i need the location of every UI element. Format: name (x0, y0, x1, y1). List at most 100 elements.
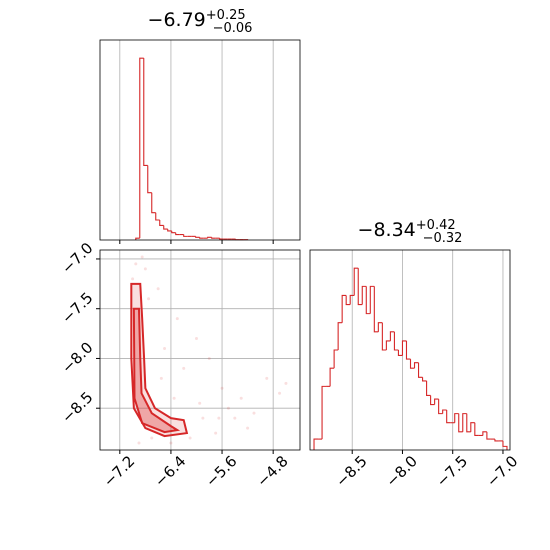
hist-bin (474, 422, 479, 437)
hist-bin (409, 359, 415, 369)
hist-bin (446, 410, 451, 424)
sample-point (265, 376, 269, 380)
hist-bin (183, 234, 188, 237)
sample-point (163, 347, 167, 351)
title-value: −6.79 (148, 9, 206, 31)
sample-point (278, 391, 282, 395)
hist-bin (235, 239, 240, 241)
hist-bin (151, 192, 156, 214)
hist-bin (397, 350, 403, 357)
hist-bin (135, 237, 140, 240)
hist-bin (494, 439, 499, 442)
hist-bin (357, 268, 363, 306)
contour (130, 282, 189, 438)
hist-bin (349, 294, 355, 305)
hist-bin (333, 349, 339, 369)
hist-bin (405, 340, 411, 360)
hist-bin (393, 331, 399, 351)
hist-bin (329, 367, 335, 387)
hist-bin (139, 57, 144, 239)
sample-point (150, 436, 154, 440)
sample-point (147, 297, 151, 301)
sample-point (201, 416, 205, 420)
sample-point (156, 287, 160, 291)
x-tick-label: −7.0 (483, 452, 521, 490)
y-tick-label: −8.5 (58, 388, 96, 426)
sample-point (172, 396, 176, 400)
hist-bin (502, 440, 508, 450)
sample-point (198, 401, 202, 405)
hist-bin (385, 340, 391, 350)
title-value: −8.34 (358, 219, 416, 241)
hist-bin (147, 165, 152, 194)
hist-bin (313, 438, 319, 450)
hist-bin (462, 413, 467, 432)
panel-frame (309, 249, 511, 451)
hist-bin (442, 409, 447, 414)
hist-bin (155, 212, 160, 221)
sample-point (159, 376, 163, 380)
sample-point (140, 255, 144, 259)
panel-frame (99, 249, 301, 451)
sample-point (175, 317, 179, 321)
hist-bin (438, 399, 443, 415)
hist-bin (143, 58, 148, 167)
panel-title: −8.34+0.42 −0.32 (358, 218, 463, 246)
hist-bin (167, 229, 172, 232)
hist-bin (389, 331, 395, 341)
hist-bin (207, 236, 212, 239)
y-tick-label: −8.0 (58, 339, 96, 377)
sample-point (233, 416, 237, 420)
hist-bin (353, 267, 359, 296)
sample-point (207, 356, 211, 360)
sample-point (134, 262, 138, 266)
x-tick-label: −7.5 (433, 452, 471, 490)
hist-bin (381, 322, 387, 351)
hist-bin (482, 431, 487, 436)
hist-bin (458, 413, 463, 433)
sample-point (194, 337, 198, 341)
hist-bin (171, 230, 176, 234)
sample-point (143, 267, 147, 271)
hist-bin (361, 285, 367, 305)
hist-bin (470, 422, 475, 432)
hist-bin (430, 395, 435, 406)
title-upper: +0.25 (206, 8, 246, 23)
hist-bin (175, 232, 180, 236)
sample-point (188, 436, 192, 440)
hist-bin (341, 294, 347, 323)
hist-bin (434, 398, 439, 405)
sample-point (246, 426, 250, 430)
hist-bin (195, 236, 200, 238)
x-tick-label: −5.6 (202, 452, 240, 490)
hist-bin (454, 413, 459, 423)
sample-point (252, 411, 256, 415)
hist-bin (321, 385, 327, 440)
hist-bin (345, 295, 351, 306)
hist-bin (422, 377, 427, 382)
hist-bin (369, 285, 375, 314)
sample-point (214, 431, 218, 435)
sample-point (169, 441, 173, 445)
hist-bin (211, 237, 216, 239)
x-tick-label: −4.8 (253, 452, 291, 490)
x-tick-label: −7.2 (100, 452, 138, 490)
sample-point (182, 366, 186, 370)
hist-bin (486, 431, 491, 440)
hist-bin (426, 380, 431, 397)
sample-point (239, 396, 243, 400)
sample-point (220, 386, 224, 390)
panel-title: −6.79+0.25 −0.06 (148, 8, 253, 36)
contour (132, 307, 181, 434)
title-lower: −0.32 (423, 231, 463, 246)
sample-point (226, 406, 230, 410)
sample-point (217, 416, 221, 420)
hist-bin (413, 362, 419, 369)
hist-bin (417, 362, 423, 378)
hist-bin (163, 225, 168, 230)
hist-bin (159, 220, 164, 227)
y-tick-label: −7.5 (58, 289, 96, 327)
sample-point (284, 381, 288, 385)
hist-bin (466, 413, 471, 433)
